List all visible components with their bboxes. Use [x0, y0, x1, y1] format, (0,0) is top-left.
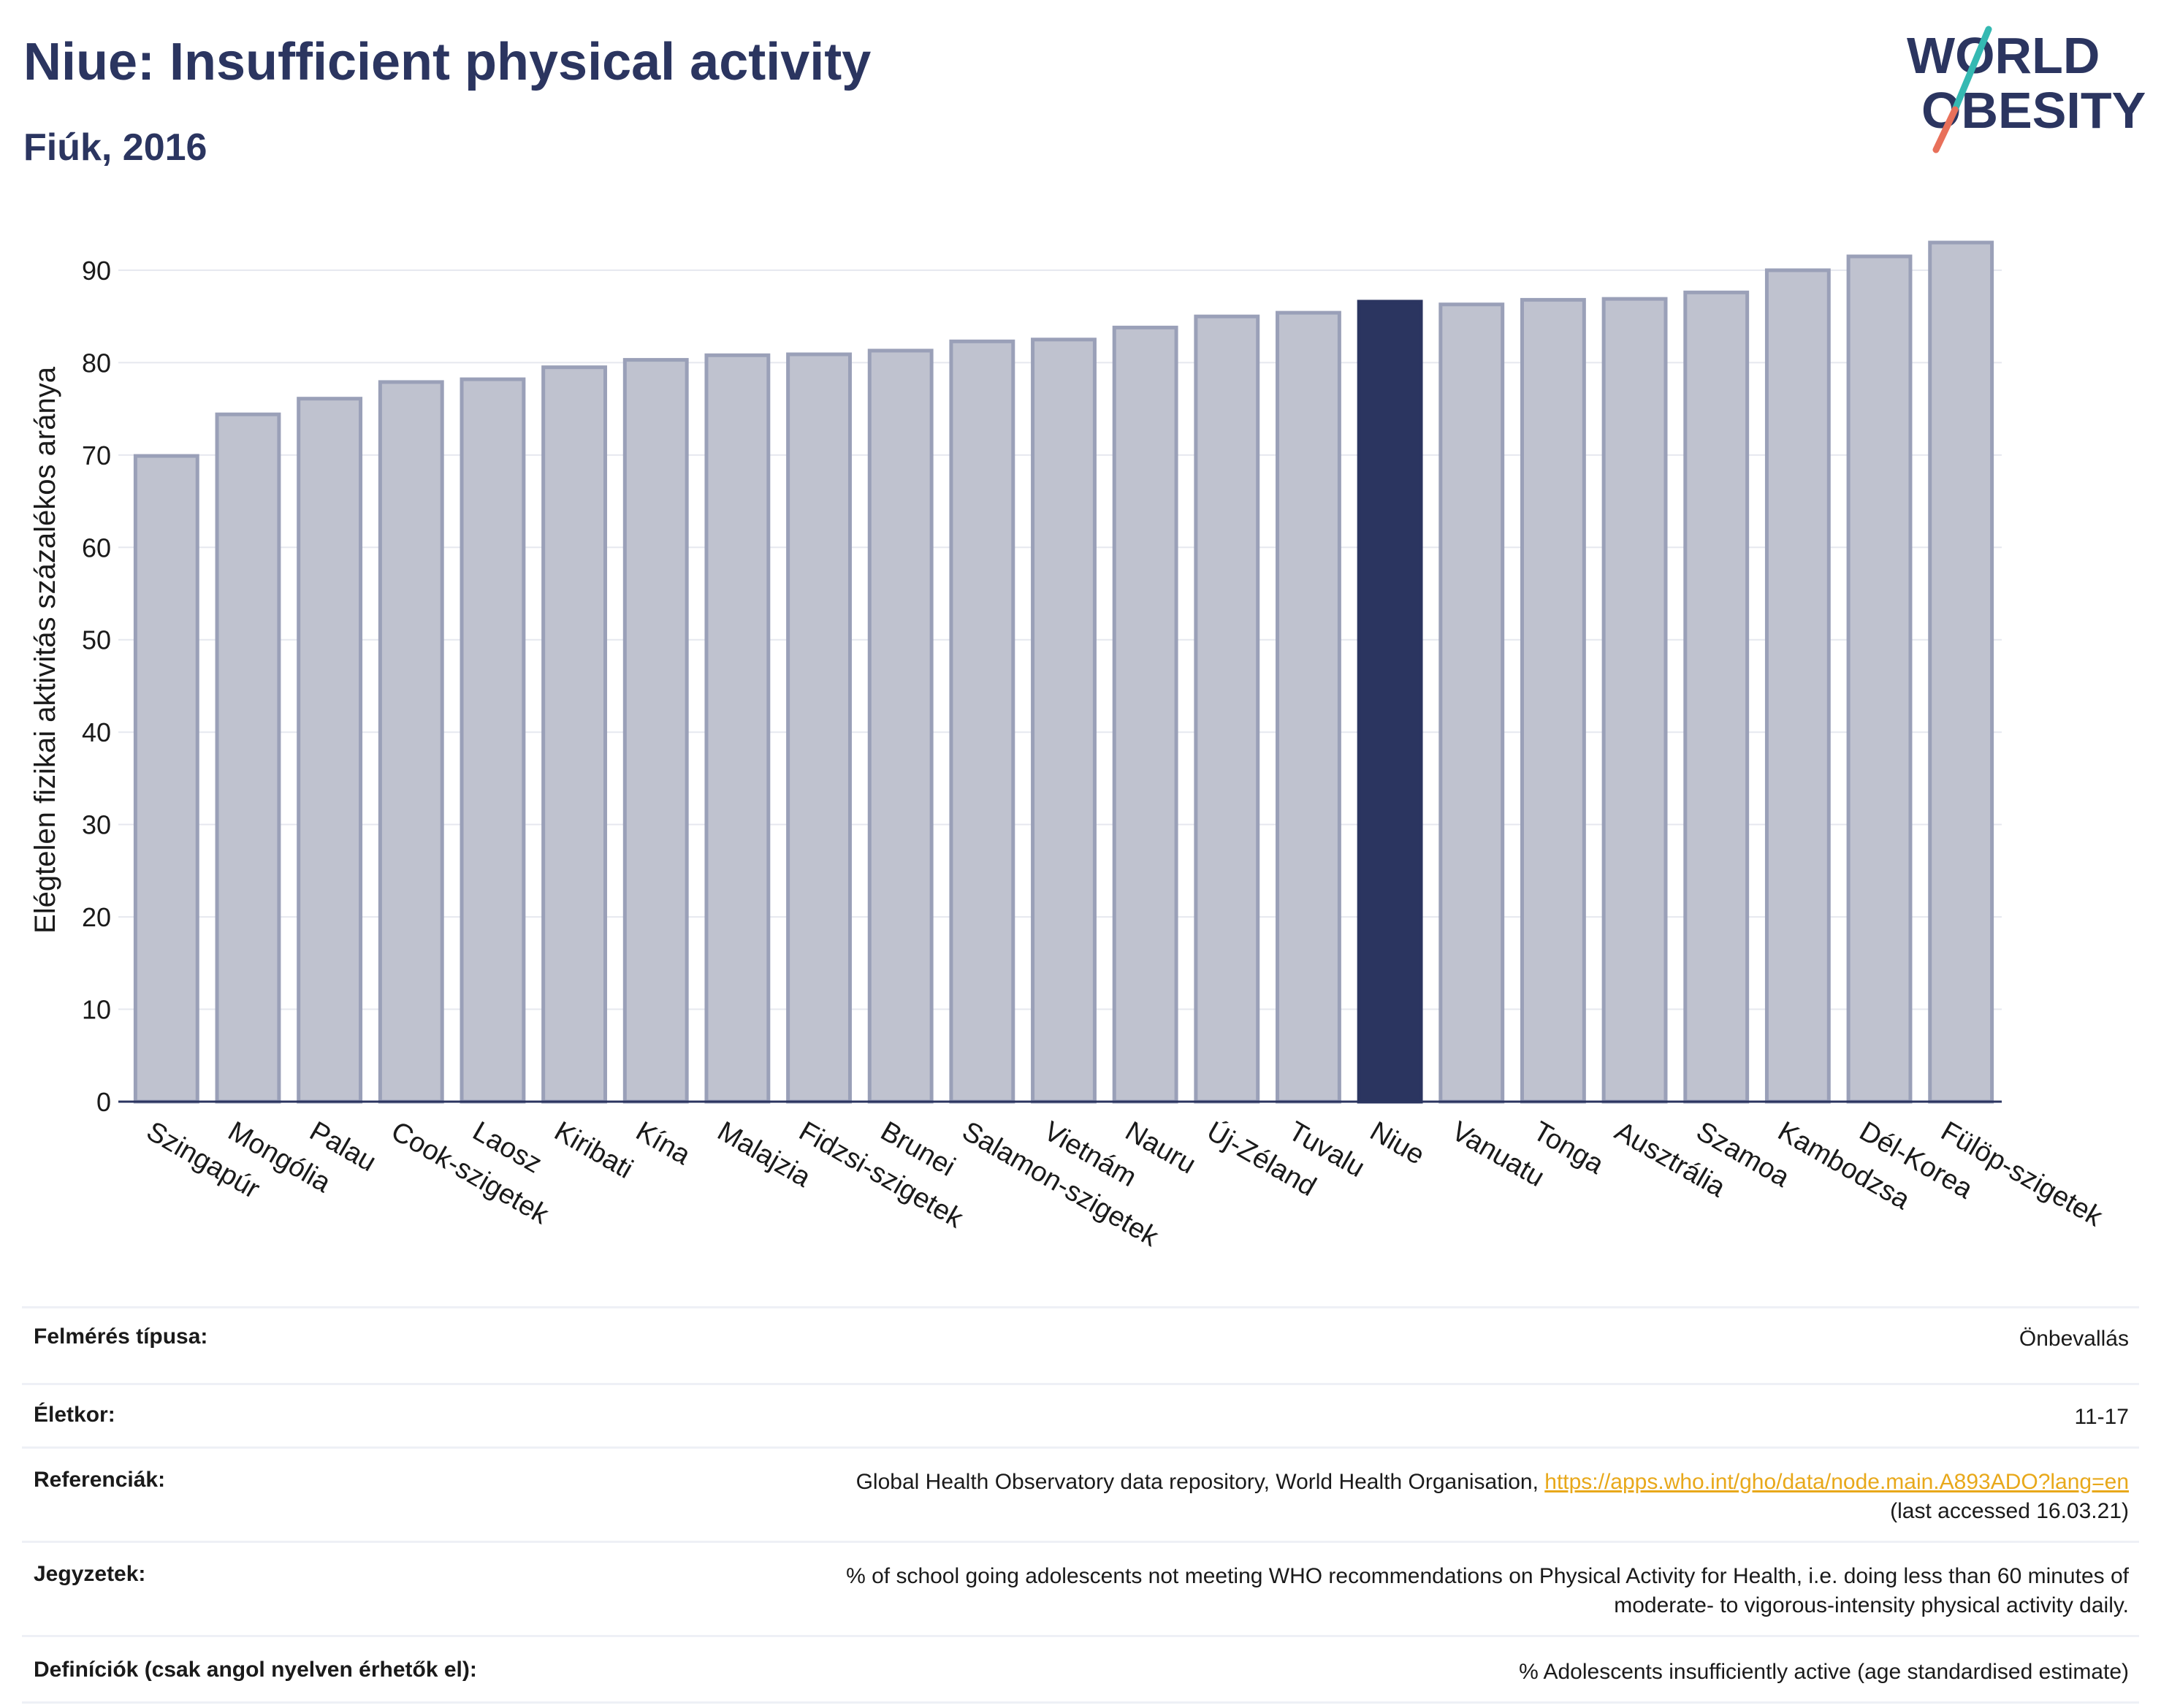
definitions-label: Definíciók (csak angol nyelven érhetők e…: [34, 1658, 477, 1682]
y-tick-label: 30: [82, 810, 111, 840]
y-tick-label: 20: [82, 902, 111, 932]
bar-k-na: [622, 358, 689, 1104]
survey-label: Felmérés típusa:: [34, 1324, 208, 1349]
reference-label: Referenciák:: [34, 1468, 166, 1492]
x-tick-label: Kína: [630, 1116, 695, 1171]
bar-ausztr-lia: [1601, 297, 1668, 1104]
notes-line-2: moderate- to vigorous-intensity physical…: [1614, 1593, 2129, 1617]
bar-szamoa: [1683, 290, 1750, 1104]
logo-word-2: OBESITY: [1921, 82, 2146, 139]
bar-szingap-r: [133, 454, 199, 1104]
bar-tonga: [1520, 297, 1586, 1104]
bar-fidzsi-szigetek: [786, 352, 852, 1104]
bar-d-l-korea: [1846, 254, 1913, 1104]
y-axis-label: Elégtelen fizikai aktivitás százalékos a…: [29, 366, 61, 934]
reference-text: Global Health Observatory data repositor…: [855, 1470, 1545, 1494]
bar-nauru: [1112, 325, 1178, 1104]
bar-salamon-szigetek: [949, 339, 1015, 1104]
age-value: 11-17: [2074, 1405, 2129, 1429]
chart-title: Niue: Insufficient physical activity: [23, 33, 872, 91]
bar-palau: [297, 397, 363, 1104]
notes-label: Jegyzetek:: [34, 1562, 146, 1586]
bar-chart: 0 10 20 30 40 50 60 70 80 90 SzingapúrMongóliaPal…: [29, 240, 2108, 1254]
bar-kiribati: [541, 365, 608, 1104]
definitions-value: % Adolescents insufficiently active (age…: [1519, 1660, 2129, 1684]
notes-line-1: % of school going adolescents not meetin…: [846, 1564, 2129, 1588]
bar-kambodzsa: [1764, 268, 1831, 1104]
y-tick-label: 10: [82, 995, 111, 1025]
y-tick-label: 0: [96, 1087, 111, 1117]
bars: [133, 240, 1994, 1104]
age-label: Életkor:: [34, 1403, 115, 1427]
y-tick-label: 70: [82, 441, 111, 470]
bar-cook-szigetek: [378, 380, 444, 1104]
x-tick-label: Kiribati: [549, 1116, 639, 1184]
bar-niue: [1357, 300, 1423, 1104]
bar-vietn-m: [1031, 338, 1097, 1104]
y-tick-label: 90: [82, 256, 111, 286]
chart-subtitle: Fiúk, 2016: [23, 126, 207, 169]
bar-malajzia: [704, 353, 771, 1104]
bar-tuvalu: [1276, 310, 1341, 1104]
y-tick-label: 80: [82, 348, 111, 378]
survey-value: Önbevallás: [2019, 1327, 2129, 1351]
y-tick-label: 50: [82, 625, 111, 655]
bar-mong-lia: [215, 412, 281, 1104]
reference-accessed: (last accessed 16.03.21): [1890, 1499, 2129, 1523]
bar-vanuatu: [1438, 302, 1505, 1104]
bar-brunei: [867, 348, 934, 1104]
reference-row: Referenciák: Global Health Observatory d…: [22, 1447, 2139, 1542]
x-tick-label: Vanuatu: [1447, 1116, 1550, 1193]
x-tick-label: Niue: [1365, 1116, 1430, 1170]
logo-word-1: WORLD: [1907, 27, 2100, 84]
bar-laosz: [460, 377, 526, 1104]
x-tick-label: Malajzia: [712, 1116, 816, 1193]
age-row: Életkor: 11-17: [22, 1384, 2139, 1448]
y-tick-label: 60: [82, 533, 111, 563]
reference-link[interactable]: https://apps.who.int/gho/data/node.main.…: [1544, 1470, 2129, 1494]
metadata-table: Felmérés típusa: Önbevallás Életkor: 11-…: [22, 1306, 2139, 1704]
y-tick-labels: 0 10 20 30 40 50 60 70 80 90: [82, 256, 111, 1117]
world-obesity-logo: WORLD OBESITY: [1907, 26, 2146, 153]
bar-f-l-p-szigetek: [1928, 240, 1994, 1104]
definitions-row: Definíciók (csak angol nyelven érhetők e…: [22, 1636, 2139, 1703]
y-tick-label: 40: [82, 717, 111, 747]
bar--j-z-land: [1194, 314, 1260, 1104]
logo-slash-coral: [1932, 106, 1959, 153]
survey-row: Felmérés típusa: Önbevallás: [22, 1307, 2139, 1384]
notes-row: Jegyzetek: % of school going adolescents…: [22, 1541, 2139, 1636]
logo-slash-teal: [1951, 26, 1992, 113]
